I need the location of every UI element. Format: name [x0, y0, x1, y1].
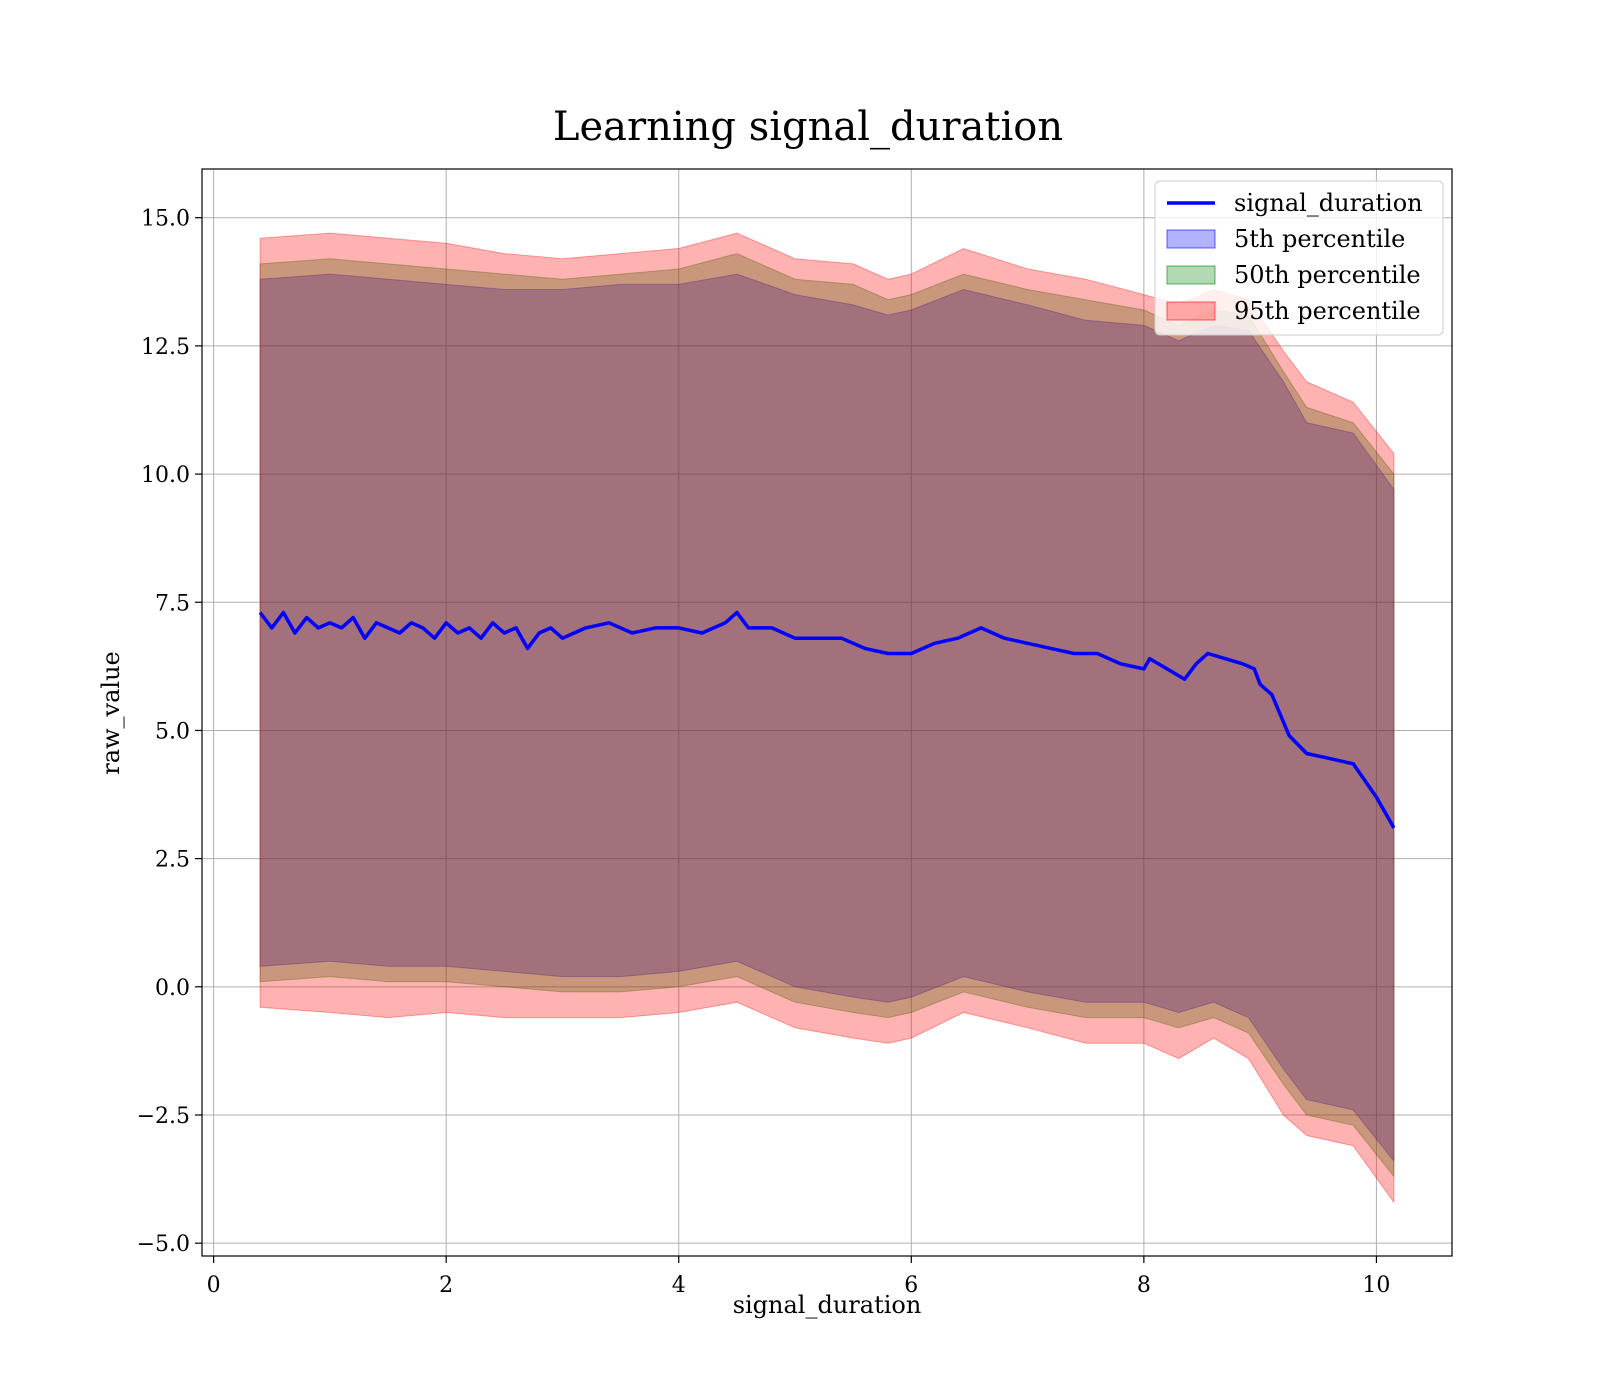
chart-title: Learning signal_duration	[553, 104, 1063, 150]
band-5th-percentile	[259, 273, 1395, 1163]
x-tick-label: 2	[439, 1273, 453, 1298]
y-axis-ticks: 15.0 12.5 10.0 7.5 5.0 2.5 0.0 −2.5 −5.0	[137, 207, 202, 1257]
y-tick-label: 10.0	[141, 463, 190, 488]
x-tick-label: 8	[1137, 1273, 1151, 1298]
x-tick-label: 0	[207, 1273, 221, 1298]
percentile-bands	[259, 232, 1395, 1204]
grid-layer	[202, 169, 1452, 1256]
x-tick-label: 4	[672, 1273, 686, 1298]
x-axis-label: signal_duration	[733, 1291, 922, 1319]
y-tick-label: 7.5	[155, 591, 190, 616]
band-50th-percentile	[259, 253, 1395, 1178]
legend-label: 95th percentile	[1234, 297, 1421, 325]
y-tick-label: 12.5	[141, 335, 190, 360]
series-line-signal-duration	[258, 610, 1396, 829]
legend-swatch	[1166, 301, 1216, 321]
legend: signal_duration 5th percentile 50th percen…	[1154, 180, 1444, 336]
legend-label: signal_duration	[1234, 189, 1423, 217]
band-95th-percentile	[259, 232, 1395, 1204]
y-tick-label: 0.0	[155, 976, 190, 1001]
legend-label: 50th percentile	[1234, 261, 1421, 289]
y-tick-label: 2.5	[155, 848, 190, 873]
legend-box	[1154, 180, 1444, 336]
x-tick-label: 6	[904, 1273, 918, 1298]
legend-swatch	[1166, 229, 1216, 249]
legend-label: 5th percentile	[1234, 225, 1405, 253]
y-tick-label: −2.5	[137, 1104, 190, 1129]
x-axis-ticks: 0 2 4 6 8 10	[207, 1256, 1390, 1298]
line-layer	[258, 610, 1396, 829]
legend-swatch	[1166, 265, 1216, 285]
y-axis-label: raw_value	[97, 651, 125, 775]
plot-frame	[201, 168, 1453, 1257]
y-tick-label: −5.0	[137, 1232, 190, 1257]
y-tick-label: 5.0	[155, 719, 190, 744]
y-tick-label: 15.0	[141, 207, 190, 232]
x-tick-label: 10	[1362, 1273, 1390, 1298]
